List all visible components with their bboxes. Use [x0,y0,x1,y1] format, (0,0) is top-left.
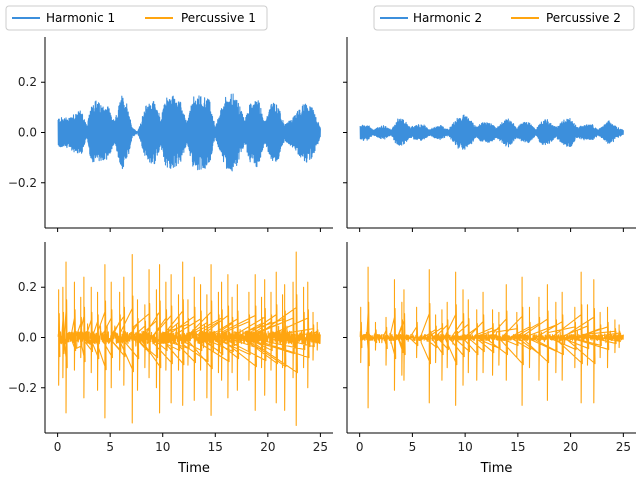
x-tick-label: 5 [409,440,417,454]
x-tick-label: 25 [616,440,631,454]
series-line-harmonic-2 [359,114,624,150]
x-tick-label: 15 [510,440,525,454]
panel-bottom-left: 0.2 0.0 −0.2 0 5 10 15 20 25 Time [8,242,333,476]
panel-top-left: 0.2 0.0 −0.2 [8,37,333,232]
x-tick-label: 25 [313,440,328,454]
y-tick-label: −0.2 [8,381,37,395]
series-line-percussive-2 [359,266,624,409]
legend-right: Harmonic 2 Percussive 2 [373,5,635,31]
legend-right-label-1: Percussive 2 [546,11,621,25]
x-tick-label: 5 [106,440,114,454]
panel-bottom-right: 0 5 10 15 20 25 Time [343,242,636,476]
y-tick-label: −0.2 [8,176,37,190]
legend-left-label-1: Percussive 1 [181,11,256,25]
x-tick-label: 10 [155,440,170,454]
x-tick-label: 20 [260,440,275,454]
x-tick-label: 15 [208,440,223,454]
series-line-harmonic-1 [57,93,321,172]
y-tick-label: 0.2 [18,75,37,89]
legend-right-label-0: Harmonic 2 [413,11,482,25]
y-tick-label: 0.2 [18,280,37,294]
x-tick-label: 0 [356,440,364,454]
x-tick-label: 0 [54,440,62,454]
y-tick-label: 0.0 [18,331,37,345]
legend-right-frame [373,5,635,31]
panel-top-right [343,37,636,232]
x-axis-label: Time [480,461,513,476]
legend-left: Harmonic 1 Percussive 1 [5,5,268,31]
series-line-percussive-1 [57,251,321,427]
x-tick-label: 20 [563,440,578,454]
legend-left-label-0: Harmonic 1 [46,11,115,25]
panels: 0.2 0.0 −0.2 0.2 0.0 −0.2 0 5 10 15 20 25 Time 0 5 10 15… [8,37,636,476]
legend-left-frame [5,5,268,31]
x-axis-label: Time [177,461,210,476]
y-tick-label: 0.0 [18,126,37,140]
x-tick-label: 10 [457,440,472,454]
